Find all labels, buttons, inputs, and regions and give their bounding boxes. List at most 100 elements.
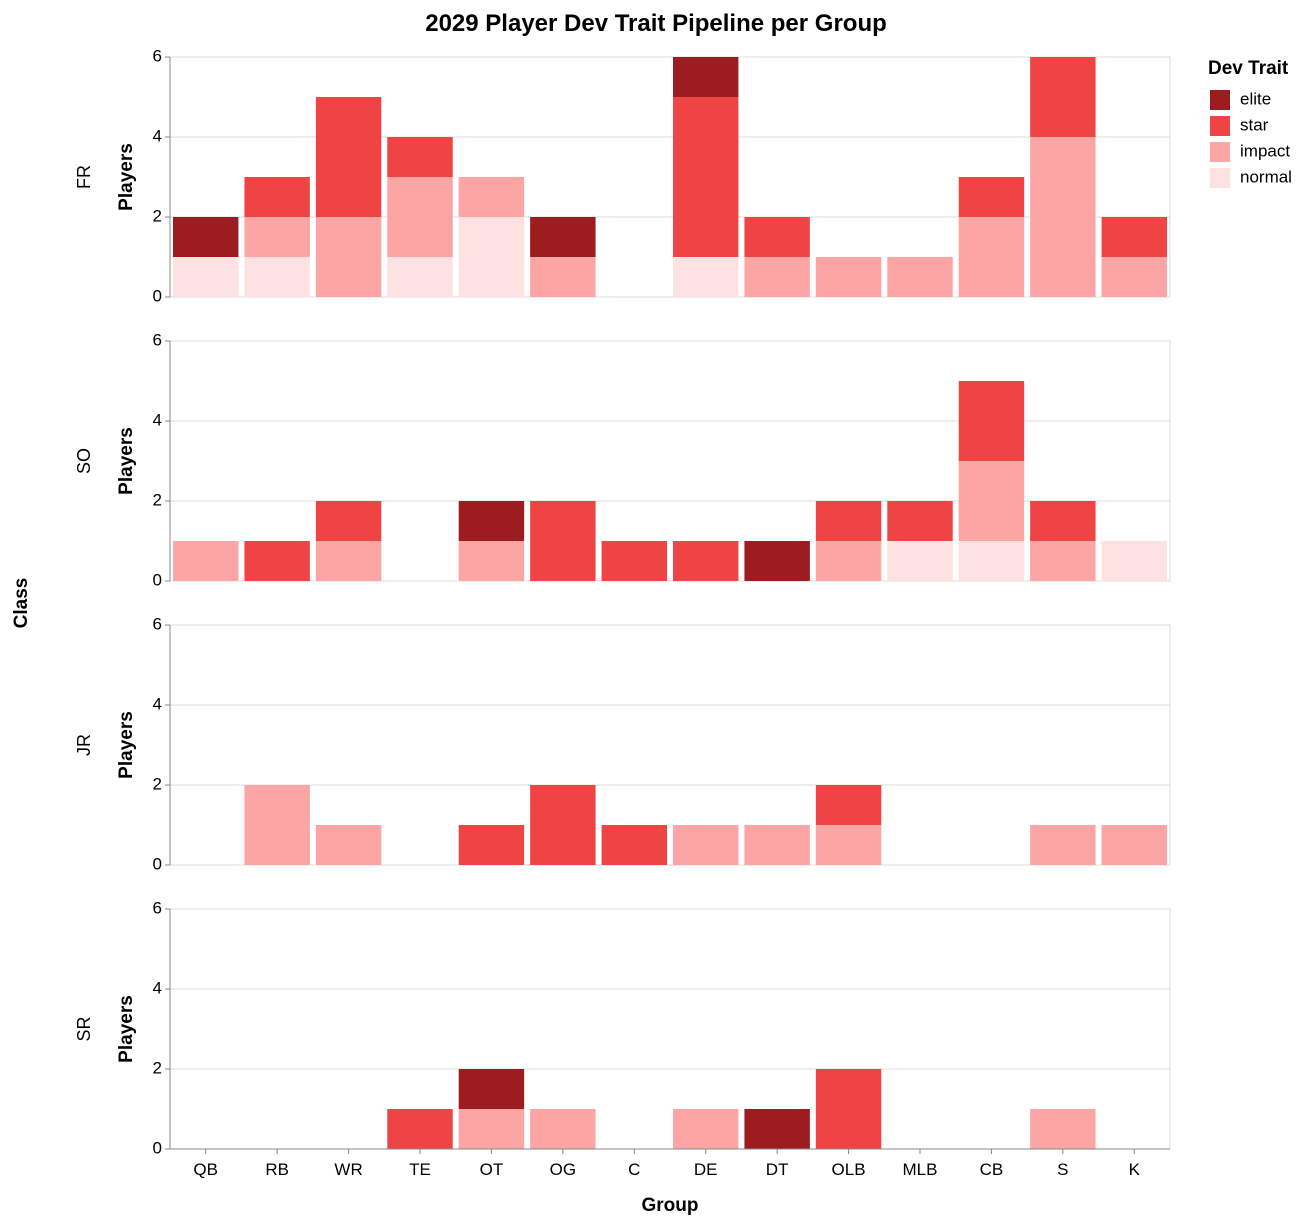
row-label-so: SO	[74, 448, 94, 474]
bar-fr-ot-normal	[458, 217, 525, 297]
legend-label-impact: impact	[1240, 141, 1290, 160]
bar-fr-wr-impact	[315, 217, 382, 297]
facet-so: 0 2 4 6 Players SO	[74, 330, 1171, 589]
bar-sr-de-impact	[673, 1109, 739, 1149]
facet-fr: 0 2 4 6 Players FR	[74, 46, 1171, 305]
legend-label-star: star	[1240, 115, 1269, 134]
bar-jr-olb-star	[815, 785, 882, 825]
y-tick-label: 4	[153, 978, 162, 997]
y-tick-label: 4	[153, 410, 162, 429]
bar-fr-s-star	[1030, 57, 1096, 137]
bar-fr-wr-star	[315, 97, 382, 217]
bar-fr-qb-normal	[173, 257, 239, 297]
bar-so-de-star	[673, 541, 739, 581]
bar-fr-de-star	[673, 97, 739, 257]
facet-jr: 0 2 4 6 Players JR	[74, 614, 1171, 873]
bar-so-og-star	[530, 501, 596, 581]
x-tick-label-ot: OT	[480, 1160, 504, 1179]
bar-fr-og-elite	[530, 217, 596, 257]
y-tick-label: 2	[153, 206, 162, 225]
bar-sr-olb-star	[815, 1069, 882, 1149]
facet-sr: 0 2 4 6 Players SR QB RB WR TE OT OG C DE DT OLB MLB CB S K	[74, 898, 1171, 1179]
x-tick-label-c: C	[628, 1160, 640, 1179]
legend-label-normal: normal	[1240, 167, 1292, 186]
bar-fr-cb-star	[958, 177, 1025, 217]
y-axis-title: Players	[116, 427, 137, 495]
x-tick-label-de: DE	[694, 1160, 718, 1179]
bar-fr-og-impact	[530, 257, 596, 297]
facets-layer: 0246PlayersFR0246PlayersSO0246PlayersJR0…	[74, 46, 1171, 1179]
bar-so-ot-elite	[458, 501, 525, 541]
y-tick-label: 2	[153, 490, 162, 509]
row-label-jr: JR	[74, 734, 94, 756]
y-axis-title: Players	[116, 995, 137, 1063]
bar-sr-s-impact	[1030, 1109, 1096, 1149]
y-tick-label: 0	[153, 286, 162, 305]
y-tick-label: 6	[153, 898, 162, 917]
y-tick-label: 2	[153, 774, 162, 793]
y-tick-label: 6	[153, 46, 162, 65]
bar-sr-ot-elite	[458, 1069, 525, 1109]
y-tick-label: 0	[153, 570, 162, 589]
x-tick-label-s: S	[1057, 1160, 1068, 1179]
bar-jr-olb-impact	[815, 825, 882, 865]
bar-fr-cb-impact	[958, 217, 1025, 297]
x-tick-label-cb: CB	[980, 1160, 1004, 1179]
bar-jr-c-star	[601, 825, 667, 865]
bar-fr-k-star	[1101, 217, 1167, 257]
bar-so-qb-impact	[173, 541, 239, 581]
bar-sr-dt-elite	[744, 1109, 810, 1149]
bar-fr-dt-star	[744, 217, 810, 257]
y-axis-title: Players	[116, 711, 137, 779]
x-tick-label-wr: WR	[334, 1160, 362, 1179]
bar-so-dt-elite	[744, 541, 810, 581]
row-label-sr: SR	[74, 1016, 94, 1041]
bar-fr-dt-impact	[744, 257, 810, 297]
y-tick-label: 0	[153, 1138, 162, 1157]
x-tick-label-rb: RB	[265, 1160, 289, 1179]
bar-fr-te-normal	[387, 257, 453, 297]
bar-so-c-star	[601, 541, 667, 581]
row-axis-title: Class	[11, 578, 32, 629]
bar-fr-rb-star	[244, 177, 310, 217]
bar-so-rb-star	[244, 541, 310, 581]
bar-fr-de-elite	[673, 57, 739, 97]
bar-jr-de-impact	[673, 825, 739, 865]
bar-fr-rb-normal	[244, 257, 310, 297]
y-tick-label: 6	[153, 614, 162, 633]
bar-jr-og-star	[530, 785, 596, 865]
y-tick-label: 2	[153, 1058, 162, 1077]
bar-fr-de-normal	[673, 257, 739, 297]
legend-label-elite: elite	[1240, 89, 1271, 108]
bar-fr-s-impact	[1030, 137, 1096, 297]
legend: Dev Trait elite star impact normal	[1208, 58, 1292, 188]
bar-fr-te-star	[387, 137, 453, 177]
x-tick-label-k: K	[1129, 1160, 1141, 1179]
bar-so-k-normal	[1101, 541, 1167, 581]
bar-fr-olb-impact	[815, 257, 882, 297]
x-tick-label-mlb: MLB	[903, 1160, 938, 1179]
bar-so-cb-impact	[958, 461, 1025, 541]
y-tick-label: 4	[153, 126, 162, 145]
bar-so-cb-star	[958, 381, 1025, 461]
bar-sr-og-impact	[530, 1109, 596, 1149]
bar-sr-ot-impact	[458, 1109, 525, 1149]
bar-jr-wr-impact	[315, 825, 382, 865]
bar-so-s-impact	[1030, 541, 1096, 581]
legend-swatch-elite	[1210, 90, 1230, 110]
bar-so-mlb-normal	[887, 541, 953, 581]
bar-so-wr-star	[315, 501, 382, 541]
y-tick-label: 6	[153, 330, 162, 349]
legend-swatch-star	[1210, 116, 1230, 136]
legend-swatch-impact	[1210, 142, 1230, 162]
bar-fr-k-impact	[1101, 257, 1167, 297]
bar-so-olb-star	[815, 501, 882, 541]
x-tick-label-te: TE	[409, 1160, 431, 1179]
bar-jr-ot-star	[458, 825, 525, 865]
bar-jr-k-impact	[1101, 825, 1167, 865]
bar-jr-rb-impact	[244, 785, 310, 865]
bar-fr-qb-elite	[173, 217, 239, 257]
x-tick-label-og: OG	[550, 1160, 576, 1179]
